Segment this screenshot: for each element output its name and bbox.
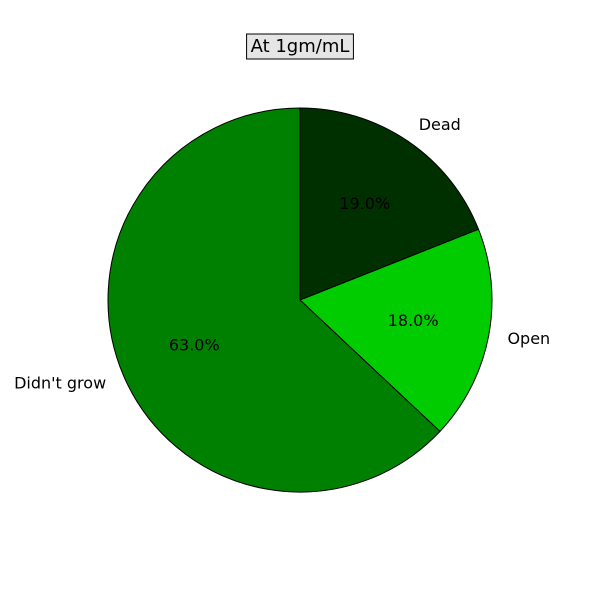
slice-category-label: Dead [419, 115, 461, 134]
slice-category-label: Didn't grow [14, 373, 106, 392]
slice-percent-label: 63.0% [169, 335, 220, 354]
chart-title: At 1gm/mL [251, 36, 350, 57]
pie-slice-2 [299, 228, 493, 433]
pie-slice-1 [299, 107, 480, 301]
chart-title-box [246, 33, 354, 60]
chart-title-group: At 1gm/mL [246, 33, 354, 60]
slice-percent-label: 19.0% [339, 194, 390, 213]
pie-slice-3 [107, 107, 441, 493]
slice-category-label: Open [507, 329, 550, 348]
slice-percent-label: 18.0% [388, 311, 439, 330]
pie-slices [107, 107, 493, 493]
pie-labels: 19.0% Dead 18.0% Open 63.0% Didn't grow [14, 115, 550, 393]
